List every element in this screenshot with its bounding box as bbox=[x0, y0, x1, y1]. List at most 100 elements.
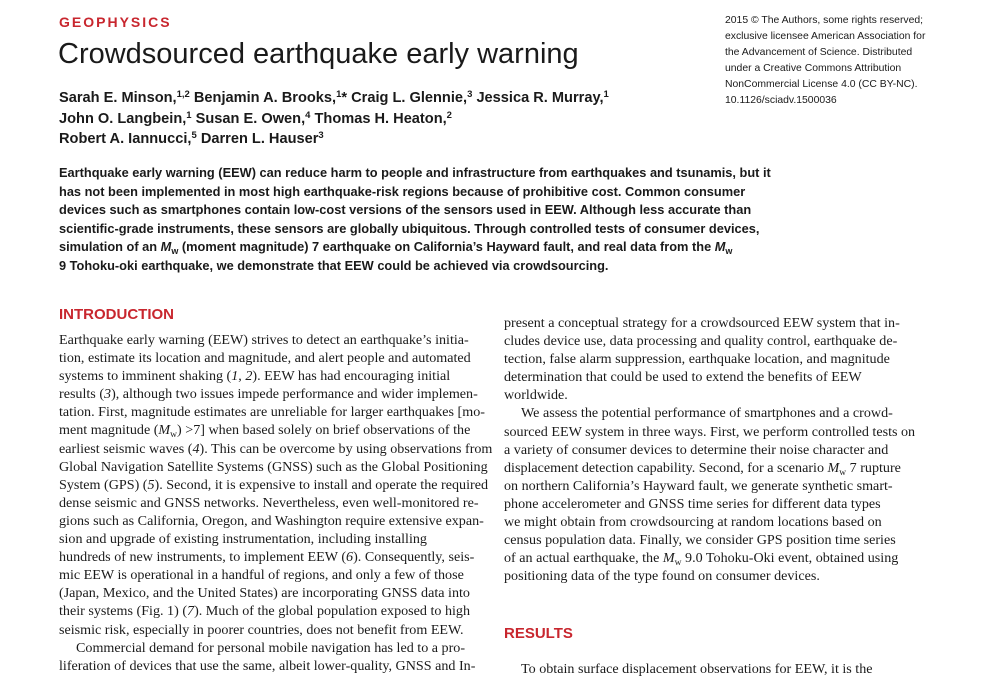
body-line: tection, false alarm suppression, earthq… bbox=[504, 351, 890, 368]
body-text: ), although two issues impede performanc… bbox=[111, 386, 478, 403]
body-line: census population data. Finally, we cons… bbox=[504, 532, 896, 549]
author-name: Sarah E. Minson, bbox=[59, 90, 177, 106]
magnitude-subscript: w bbox=[725, 246, 733, 256]
introduction-left-column: Earthquake early warning (EEW) strives t… bbox=[59, 331, 492, 675]
abstract-line: simulation of an Mw (moment magnitude) 7… bbox=[59, 238, 799, 257]
body-text: ). Much of the global population exposed… bbox=[194, 603, 471, 620]
affiliation-marker: 1 bbox=[603, 89, 609, 100]
magnitude-symbol: M bbox=[158, 422, 171, 439]
affiliation-marker: 1 bbox=[336, 89, 342, 100]
affiliation-marker: 1,2 bbox=[176, 89, 190, 100]
affiliation-marker: 4 bbox=[305, 109, 311, 121]
affiliation-marker: 3 bbox=[467, 89, 473, 100]
body-line: dense seismic and GNSS networks. Neverth… bbox=[59, 494, 479, 511]
abstract-line: Earthquake early warning (EEW) can reduc… bbox=[59, 165, 771, 180]
body-text: earliest seismic waves ( bbox=[59, 440, 193, 457]
body-line: Commercial demand for personal mobile na… bbox=[76, 639, 466, 656]
reference-citation: 2 bbox=[245, 368, 253, 385]
abstract-line: scientific-grade instruments, these sens… bbox=[59, 220, 760, 236]
body-text: , bbox=[238, 368, 246, 385]
body-line: systems to imminent shaking (1, 2). EEW … bbox=[59, 367, 484, 385]
body-line: sion and upgrade of existing instrumenta… bbox=[59, 531, 427, 548]
body-text: ment magnitude ( bbox=[59, 422, 159, 439]
corresponding-author-marker: * bbox=[341, 90, 348, 106]
license-line: exclusive licensee American Association … bbox=[725, 31, 926, 42]
results-column: To obtain surface displacement observati… bbox=[504, 660, 930, 678]
magnitude-symbol: M bbox=[714, 239, 726, 254]
body-text: ). Consequently, seis- bbox=[353, 549, 475, 566]
abstract-text: simulation of an bbox=[59, 239, 161, 254]
body-line: present a conceptual strategy for a crow… bbox=[504, 315, 900, 331]
body-line: gions such as California, Oregon, and Wa… bbox=[59, 512, 484, 529]
author-list: Sarah E. Minson,1,2 Benjamin A. Brooks,1… bbox=[59, 88, 699, 150]
body-line: System (GPS) (5). Second, it is expensiv… bbox=[59, 476, 488, 494]
body-line: of an actual earthquake, the Mw 9.0 Toho… bbox=[504, 549, 930, 568]
body-text: 7 rupture bbox=[846, 459, 901, 476]
reference-citation: 4 bbox=[192, 440, 200, 457]
body-line: cludes device use, data processing and q… bbox=[504, 333, 898, 350]
body-text: System (GPS) ( bbox=[59, 476, 148, 493]
body-line: tion, estimate its location and magnitud… bbox=[59, 350, 471, 367]
reference-citation: 5 bbox=[147, 476, 155, 493]
author-line: John O. Langbein,1 Susan E. Owen,4 Thoma… bbox=[59, 109, 699, 130]
abstract-line: 9 Tohoku-oki earthquake, we demonstrate … bbox=[59, 257, 609, 273]
section-label: GEOPHYSICS bbox=[59, 14, 172, 30]
introduction-right-column: present a conceptual strategy for a crow… bbox=[504, 314, 930, 585]
author-name: John O. Langbein, bbox=[59, 110, 187, 127]
author-name: Benjamin A. Brooks, bbox=[193, 90, 337, 106]
body-line: seismic risk, especially in poorer count… bbox=[59, 621, 464, 638]
license-line: NonCommercial License 4.0 (CC BY-NC). bbox=[725, 79, 918, 90]
affiliation-marker: 1 bbox=[186, 109, 192, 121]
body-text: displacement detection capability. Secon… bbox=[504, 459, 828, 476]
abstract: Earthquake early warning (EEW) can reduc… bbox=[59, 164, 799, 275]
affiliation-marker: 3 bbox=[318, 130, 324, 141]
body-line: displacement detection capability. Secon… bbox=[504, 459, 930, 478]
body-line: To obtain surface displacement observati… bbox=[521, 661, 873, 677]
body-line: positioning data of the type found on co… bbox=[504, 568, 820, 585]
author-name: Susan E. Owen, bbox=[195, 110, 306, 127]
reference-citation: 1 bbox=[231, 368, 239, 385]
body-text: their systems (Fig. 1) ( bbox=[59, 603, 188, 620]
magnitude-subscript: w bbox=[171, 246, 179, 256]
body-line: phone accelerometer and GNSS time series… bbox=[504, 495, 881, 512]
body-line: determination that could be used to exte… bbox=[504, 369, 862, 386]
body-line: on northern California’s Hayward fault, … bbox=[504, 477, 893, 494]
body-text: ) >7] when based solely on brief observa… bbox=[177, 422, 471, 439]
body-text: 9.0 Tohoku-Oki event, obtained using bbox=[681, 550, 899, 567]
body-line: results (3), although two issues impede … bbox=[59, 385, 484, 403]
license-line: 2015 © The Authors, some rights reserved… bbox=[725, 15, 924, 26]
article-title: Crowdsourced earthquake early warning bbox=[58, 38, 579, 70]
abstract-text: (moment magnitude) 7 earthquake on Calif… bbox=[178, 239, 715, 254]
body-line: their systems (Fig. 1) (7). Much of the … bbox=[59, 602, 484, 620]
body-text: ). This can be overcome by using observa… bbox=[199, 440, 493, 457]
body-text: systems to imminent shaking ( bbox=[59, 368, 232, 385]
author-name: Craig L. Glennie, bbox=[351, 90, 468, 106]
author-line: Sarah E. Minson,1,2 Benjamin A. Brooks,1… bbox=[59, 88, 699, 109]
body-line: tation. First, magnitude estimates are u… bbox=[59, 404, 485, 421]
body-text: of an actual earthquake, the bbox=[504, 550, 663, 567]
body-text: ). EEW has had encouraging initial bbox=[252, 368, 451, 385]
body-text: hundreds of new instruments, to implemen… bbox=[59, 549, 347, 566]
body-line: sourced EEW system in three ways. First,… bbox=[504, 423, 916, 440]
body-line: we might obtain from crowdsourcing at ra… bbox=[504, 514, 882, 531]
author-name: Robert A. Iannucci, bbox=[59, 131, 192, 147]
license-line: the Advancement of Science. Distributed bbox=[725, 47, 913, 58]
affiliation-marker: 2 bbox=[446, 109, 452, 121]
body-line: liferation of devices that use the same,… bbox=[59, 657, 476, 674]
affiliation-marker: 5 bbox=[191, 130, 197, 141]
reference-citation: 7 bbox=[187, 603, 195, 620]
body-line: hundreds of new instruments, to implemen… bbox=[59, 548, 484, 566]
doi-line: 10.1126/sciadv.1500036 bbox=[725, 95, 837, 106]
license-notice: 2015 © The Authors, some rights reserved… bbox=[725, 13, 975, 109]
body-text: ). Second, it is expensive to install an… bbox=[154, 476, 489, 493]
author-name: Thomas H. Heaton, bbox=[314, 110, 447, 127]
reference-citation: 3 bbox=[104, 386, 112, 403]
body-line: (Japan, Mexico, and the United States) a… bbox=[59, 585, 470, 602]
author-line: Robert A. Iannucci,5 Darren L. Hauser3 bbox=[59, 129, 699, 150]
body-line: ment magnitude (Mw) >7] when based solel… bbox=[59, 421, 484, 440]
body-line: worldwide. bbox=[504, 387, 568, 404]
magnitude-symbol: M bbox=[160, 239, 172, 254]
magnitude-symbol: M bbox=[827, 459, 840, 476]
author-name: Jessica R. Murray, bbox=[476, 90, 604, 106]
introduction-heading: INTRODUCTION bbox=[59, 306, 174, 323]
